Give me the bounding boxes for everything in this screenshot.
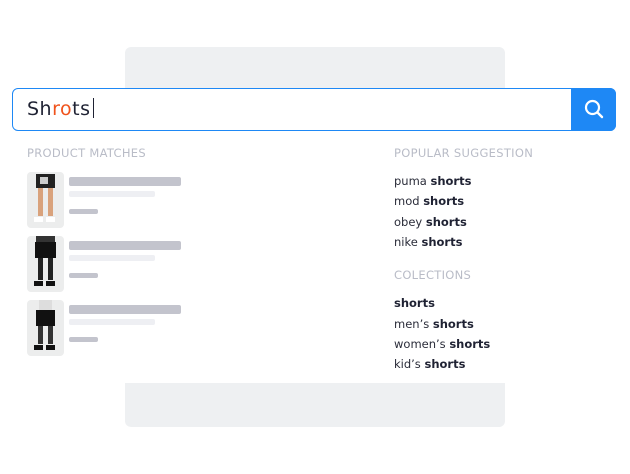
product-image [27, 236, 64, 292]
product-title-placeholder [69, 305, 181, 314]
search-text: ts [72, 98, 91, 120]
product-item[interactable] [27, 236, 327, 292]
product-item[interactable] [27, 300, 327, 356]
search-bar[interactable]: Shrots [12, 87, 616, 131]
product-item[interactable] [27, 172, 327, 228]
product-price-placeholder [69, 273, 98, 278]
collection-item[interactable]: kid’s shorts [394, 357, 466, 371]
suggestion-item[interactable]: obey shorts [394, 215, 467, 229]
product-title-placeholder [69, 241, 181, 250]
popular-suggestion-heading: POPULAR SUGGESTION [394, 146, 534, 160]
collection-item[interactable]: men’s shorts [394, 317, 474, 331]
collection-item[interactable]: shorts [394, 296, 435, 310]
product-subtitle-placeholder [69, 255, 155, 261]
product-image [27, 300, 64, 356]
suggestion-item[interactable]: nike shorts [394, 235, 463, 249]
suggestion-item[interactable]: mod shorts [394, 194, 465, 208]
search-button[interactable] [571, 87, 616, 131]
collection-item[interactable]: women’s shorts [394, 337, 491, 351]
product-matches-heading: PRODUCT MATCHES [27, 146, 146, 160]
product-subtitle-placeholder [69, 319, 155, 325]
collections-heading: COLECTIONS [394, 268, 472, 282]
search-input[interactable]: Shrots [27, 98, 94, 120]
suggestion-item[interactable]: puma shorts [394, 174, 472, 188]
search-icon [584, 99, 603, 119]
product-price-placeholder [69, 209, 98, 214]
product-price-placeholder [69, 337, 98, 342]
product-image [27, 172, 64, 228]
text-cursor [92, 98, 94, 118]
search-text: Sh [27, 98, 53, 120]
typo-highlight: ro [52, 98, 73, 120]
product-subtitle-placeholder [69, 191, 155, 197]
product-title-placeholder [69, 177, 181, 186]
